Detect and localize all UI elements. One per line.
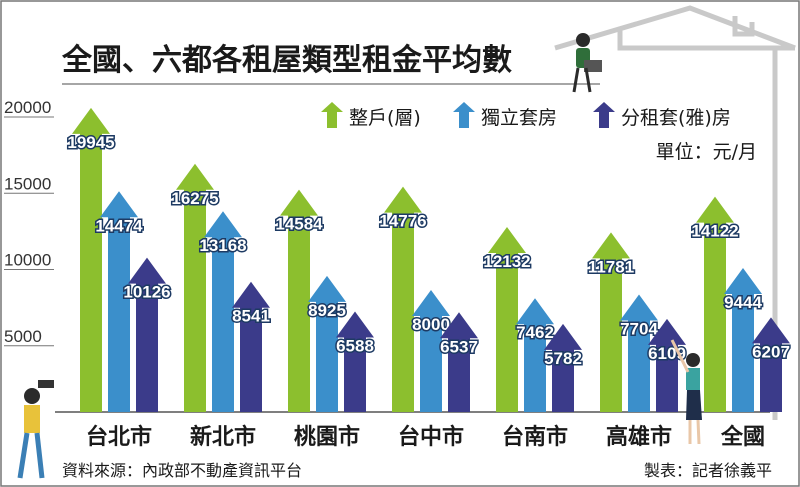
bar-group: 12132 7462 5782 [482,226,583,412]
bar-value-label: 8541 [232,307,270,326]
bar-group: 14122 9444 6207 [690,196,791,412]
bar-shared-room [752,317,790,412]
bar-shared-room [128,257,166,412]
bar-studio [516,298,554,412]
category-labels: 台北市 新北市 桃園市 台中市 台南市 高雄市 全國 [86,424,765,450]
bar-whole-unit [696,196,734,412]
bar-value-label: 14584 [275,215,323,234]
bar-value-label: 6207 [752,342,790,361]
bar-value-label: 7704 [620,320,658,339]
bar-groups: 19945 14474 10126 16275 13168 8541 14584 8925 65… [66,107,791,413]
bar-group: 16275 13168 8541 [170,163,271,412]
category-label: 高雄市 [606,424,672,450]
legend-label: 獨立套房 [481,107,557,129]
bar-value-label: 14474 [95,216,143,235]
bar-whole-unit [176,163,214,412]
category-label: 新北市 [190,424,256,450]
bar-studio [100,191,138,412]
bar-value-label: 6537 [440,337,478,356]
bar-whole-unit [384,186,422,412]
bar-whole-unit [592,232,630,412]
y-axis: 5000 10000 15000 20000 [4,98,54,347]
bar-value-label: 9444 [724,293,762,312]
bar-studio [204,211,242,412]
bar-value-label: 14122 [691,222,738,241]
bar-shared-room [544,323,582,412]
category-label: 桃園市 [294,424,360,450]
bar-value-label: 8000 [412,315,450,334]
bar-studio [620,294,658,412]
legend-label: 分租套(雅)房 [621,107,731,129]
bar-studio [724,267,762,412]
house-chimney-outline [732,16,755,37]
legend-arrow-icon [453,102,475,128]
bar-value-label: 8925 [308,301,346,320]
legend-item-whole-unit: 整戶(層) [321,102,421,129]
y-tick-label: 15000 [4,174,51,193]
bar-value-label: 11781 [588,257,634,276]
person-pointing-illustration [670,339,702,445]
bar-group: 14776 8000 6537 [378,186,479,412]
y-tick-label: 5000 [4,327,42,346]
bar-whole-unit [72,107,110,413]
bar-studio [412,290,450,412]
legend-arrow-icon [593,102,615,128]
bar-shared-room [648,318,686,412]
bar-value-label: 10126 [123,283,170,302]
category-label: 台北市 [86,424,152,450]
unit-label: 單位：元/月 [656,141,757,163]
category-label: 台中市 [398,424,464,450]
bar-shared-room [440,312,478,412]
bar-whole-unit [280,189,318,412]
bar-studio [308,275,346,412]
legend-arrow-icon [321,102,343,128]
bar-value-label: 5782 [544,349,582,368]
source-note: 資料來源：內政部不動產資訊平台 [62,461,302,480]
legend-item-studio: 獨立套房 [453,102,557,129]
bar-value-label: 12132 [483,252,530,271]
bar-group: 19945 14474 10126 [66,107,172,413]
category-label: 台南市 [502,424,568,450]
bar-value-label: 16275 [171,189,218,208]
bar-whole-unit [488,226,526,412]
bar-value-label: 13168 [199,236,246,255]
y-tick-label: 20000 [4,98,51,117]
category-label: 全國 [720,424,765,450]
person-binoculars-illustration [17,380,54,479]
chart-title: 全國、六都各租屋類型租金平均數 [61,43,512,78]
chart-legend: 整戶(層) 獨立套房 分租套(雅)房 [321,102,731,129]
legend-label: 整戶(層) [349,107,421,129]
legend-item-shared-room: 分租套(雅)房 [593,102,731,129]
bar-value-label: 14776 [379,212,426,231]
credit-note: 製表：記者徐義平 [644,461,772,480]
y-tick-label: 10000 [4,251,51,270]
bar-shared-room [232,281,270,412]
bar-value-label: 6588 [336,337,374,356]
house-roof-outline [554,5,796,51]
bar-group: 14584 8925 6588 [274,189,375,412]
bar-value-label: 19945 [67,133,114,152]
bar-shared-room [336,311,374,412]
person-laptop-illustration [572,33,602,93]
bar-value-label: 7462 [516,323,554,342]
